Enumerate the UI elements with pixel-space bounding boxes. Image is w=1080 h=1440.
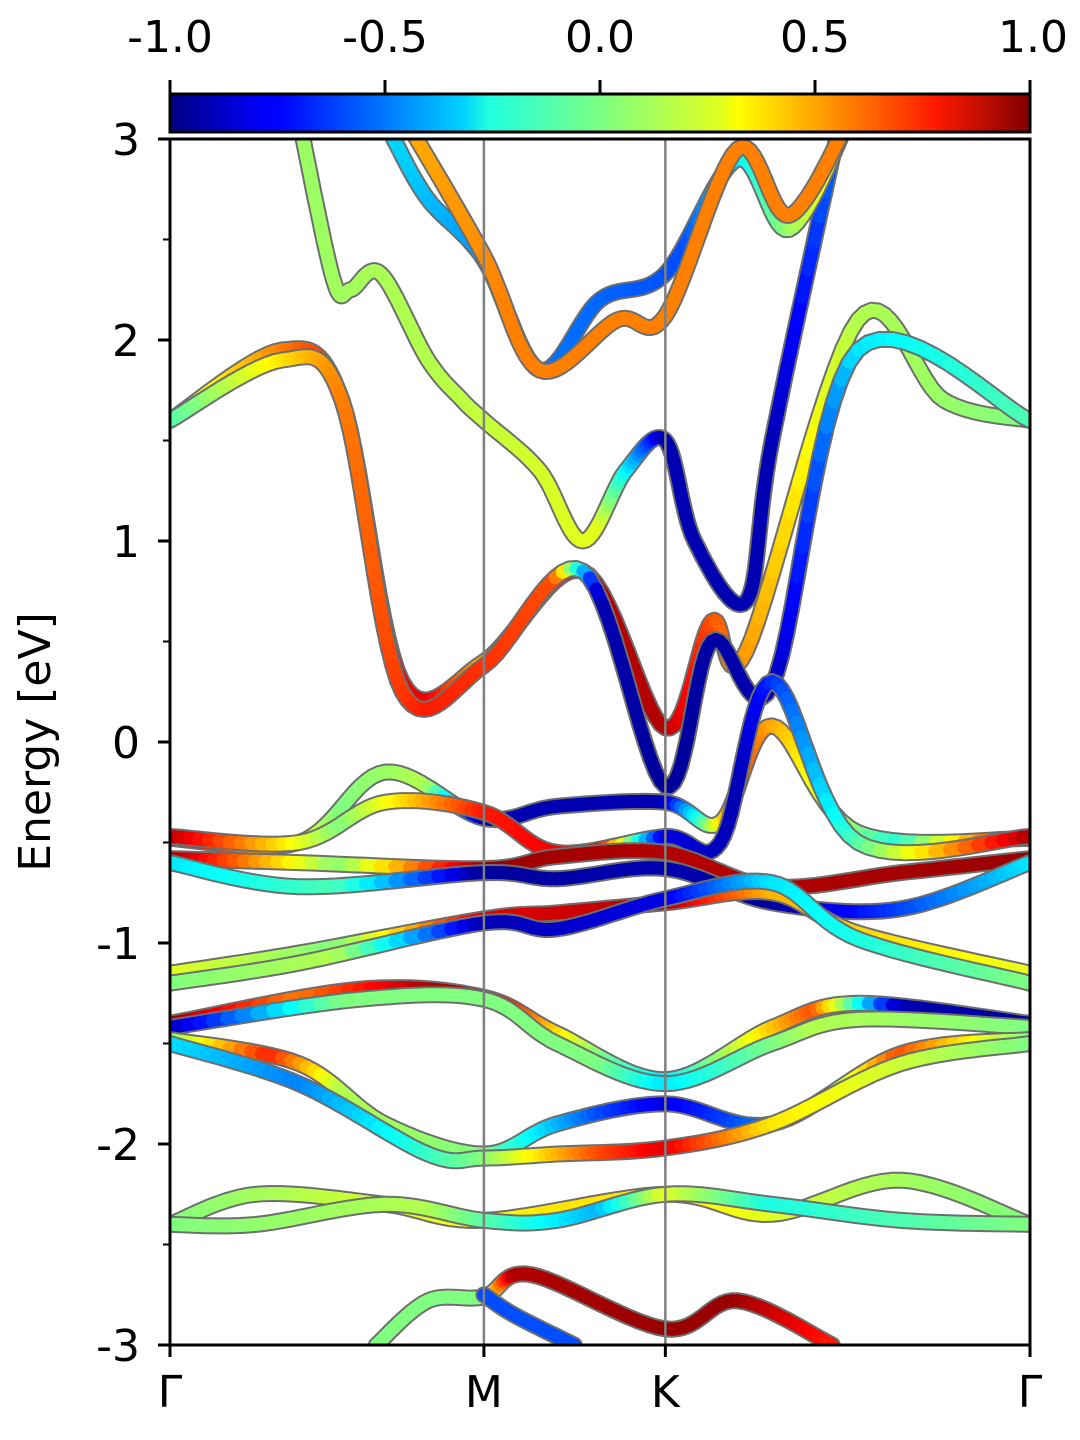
colorbar-gradient: [168, 92, 1032, 134]
y-tick-label: -3: [96, 1321, 140, 1372]
y-axis-label: Energy [eV]: [10, 612, 61, 872]
band-16: [170, 1185, 1030, 1235]
band-outline: [385, 139, 850, 380]
y-tick-label: -1: [96, 919, 140, 970]
band-lines: [170, 139, 1030, 1345]
y-axis-ticks: -3 -2 -1 0 1 2 3: [96, 115, 170, 1372]
x-tick-label: Γ: [1018, 1367, 1043, 1418]
plot-frame: [168, 137, 1032, 1347]
band-outline: [170, 330, 1030, 795]
y-tick-label: -2: [96, 1120, 140, 1171]
band-6: [170, 673, 1030, 862]
band-10: [170, 872, 1030, 992]
x-tick-label: Γ: [158, 1367, 183, 1418]
band-13: [170, 1031, 1030, 1163]
colorbar-tick-label: 0.0: [565, 12, 635, 63]
band-5: [170, 717, 1030, 856]
colorbar: -1.0 -0.5 0.0 0.5 1.0: [127, 12, 1068, 134]
band-12: [170, 986, 1030, 1093]
colorbar-tick-label: 1.0: [998, 12, 1068, 63]
colorbar-tick-label: 0.5: [780, 12, 850, 63]
band-17: [367, 1265, 841, 1345]
colorbar-ticks: -1.0 -0.5 0.0 0.5 1.0: [127, 12, 1068, 94]
band-18: [475, 1286, 583, 1345]
x-tick-label: K: [651, 1367, 681, 1418]
k-point-vertical-lines: [482, 139, 667, 1345]
band-outline: [170, 673, 1030, 862]
band-14: [170, 1035, 1030, 1170]
y-tick-label: 2: [112, 316, 140, 367]
colorbar-tick-label: -0.5: [342, 12, 428, 63]
y-tick-label: 1: [112, 517, 140, 568]
band-outline: [170, 717, 1030, 856]
x-tick-label: M: [465, 1367, 503, 1418]
band-4: [170, 330, 1030, 795]
band-1: [385, 139, 850, 380]
colorbar-tick-label: -1.0: [127, 12, 213, 63]
y-tick-label: 0: [112, 718, 140, 769]
band-2: [406, 139, 849, 380]
y-tick-label: 3: [112, 115, 140, 166]
